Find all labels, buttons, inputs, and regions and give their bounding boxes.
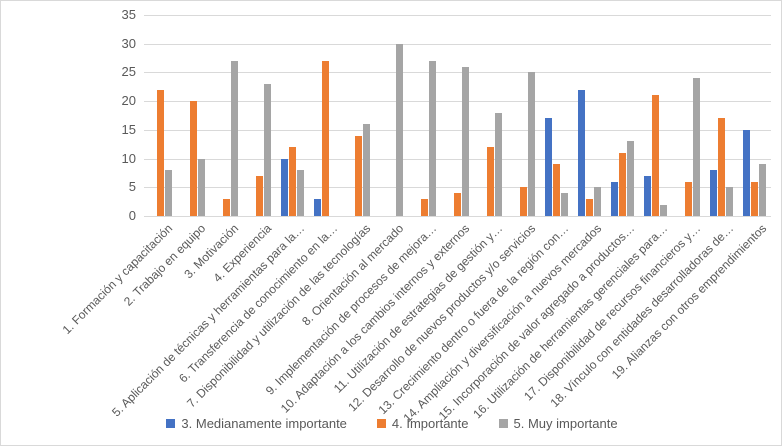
bar-muy-importante-17 — [693, 78, 700, 216]
bar-importante-19 — [751, 181, 758, 216]
bar-importante-7 — [355, 135, 362, 216]
bar-medianamente-importante-18 — [710, 170, 717, 216]
legend-swatch-muy-importante — [498, 418, 508, 428]
bar-importante-4 — [256, 175, 263, 216]
bar-muy-importante-14 — [594, 187, 601, 216]
gridline — [144, 187, 771, 189]
bar-medianamente-importante-19 — [743, 129, 750, 216]
y-axis-tick-label: 5 — [128, 179, 136, 195]
y-axis-tick-label: 10 — [121, 150, 136, 166]
bar-importante-10 — [454, 193, 461, 216]
bar-importante-5 — [289, 147, 296, 216]
bar-muy-importante-2 — [198, 158, 205, 216]
bar-medianamente-importante-16 — [644, 175, 651, 216]
bar-muy-importante-18 — [726, 187, 733, 216]
bar-medianamente-importante-6 — [314, 198, 321, 216]
gridline — [144, 72, 771, 74]
legend-swatch-medianamente-importante — [166, 418, 176, 428]
legend-item: 4. Importante — [376, 415, 469, 431]
legend-item: 3. Medianamente importante — [166, 415, 347, 431]
bar-muy-importante-10 — [462, 66, 469, 216]
bar-muy-importante-19 — [759, 164, 766, 216]
gridline — [144, 216, 771, 217]
gridline — [144, 129, 771, 131]
bar-importante-14 — [586, 198, 593, 216]
legend-label: 5. Muy importante — [513, 415, 618, 431]
bar-medianamente-importante-13 — [545, 118, 552, 216]
legend: 3. Medianamente importante 4. Importante… — [1, 412, 781, 434]
bar-importante-17 — [685, 181, 692, 216]
bar-muy-importante-9 — [429, 60, 436, 216]
bar-medianamente-importante-5 — [281, 158, 288, 216]
y-axis-tick-label: 30 — [121, 35, 136, 51]
bar-medianamente-importante-14 — [578, 89, 585, 216]
bar-muy-importante-7 — [363, 124, 370, 216]
legend-item: 5. Muy importante — [498, 415, 618, 431]
bar-muy-importante-4 — [264, 83, 271, 216]
bar-muy-importante-5 — [297, 170, 304, 216]
bar-muy-importante-1 — [165, 170, 172, 216]
bar-muy-importante-16 — [660, 204, 667, 216]
gridline — [144, 158, 771, 160]
bar-importante-15 — [619, 152, 626, 216]
legend-label: 4. Importante — [391, 415, 469, 431]
gridline — [144, 101, 771, 103]
bar-muy-importante-12 — [528, 72, 535, 216]
bar-muy-importante-13 — [561, 193, 568, 216]
legend-swatch-importante — [376, 418, 386, 428]
bar-importante-3 — [223, 198, 230, 216]
bar-importante-2 — [190, 101, 197, 216]
bar-muy-importante-11 — [495, 112, 502, 216]
y-axis-tick-label: 15 — [121, 121, 136, 137]
bar-importante-11 — [487, 147, 494, 216]
bar-importante-1 — [157, 89, 164, 216]
bar-importante-13 — [553, 164, 560, 216]
gridline — [144, 15, 771, 16]
bar-importante-9 — [421, 198, 428, 216]
bar-importante-6 — [322, 60, 329, 216]
bar-muy-importante-8 — [396, 43, 403, 216]
bar-medianamente-importante-15 — [611, 181, 618, 216]
bar-muy-importante-15 — [627, 141, 634, 216]
gridline — [144, 43, 771, 45]
bar-importante-16 — [652, 95, 659, 216]
y-axis-tick-label: 35 — [121, 7, 136, 22]
y-axis-tick-label: 0 — [128, 208, 136, 223]
y-axis-tick-label: 20 — [121, 93, 136, 109]
bar-muy-importante-3 — [231, 60, 238, 216]
bar-importante-18 — [718, 118, 725, 216]
bar-importante-12 — [520, 187, 527, 216]
legend-label: 3. Medianamente importante — [181, 415, 347, 431]
y-axis-tick-label: 25 — [121, 64, 136, 80]
